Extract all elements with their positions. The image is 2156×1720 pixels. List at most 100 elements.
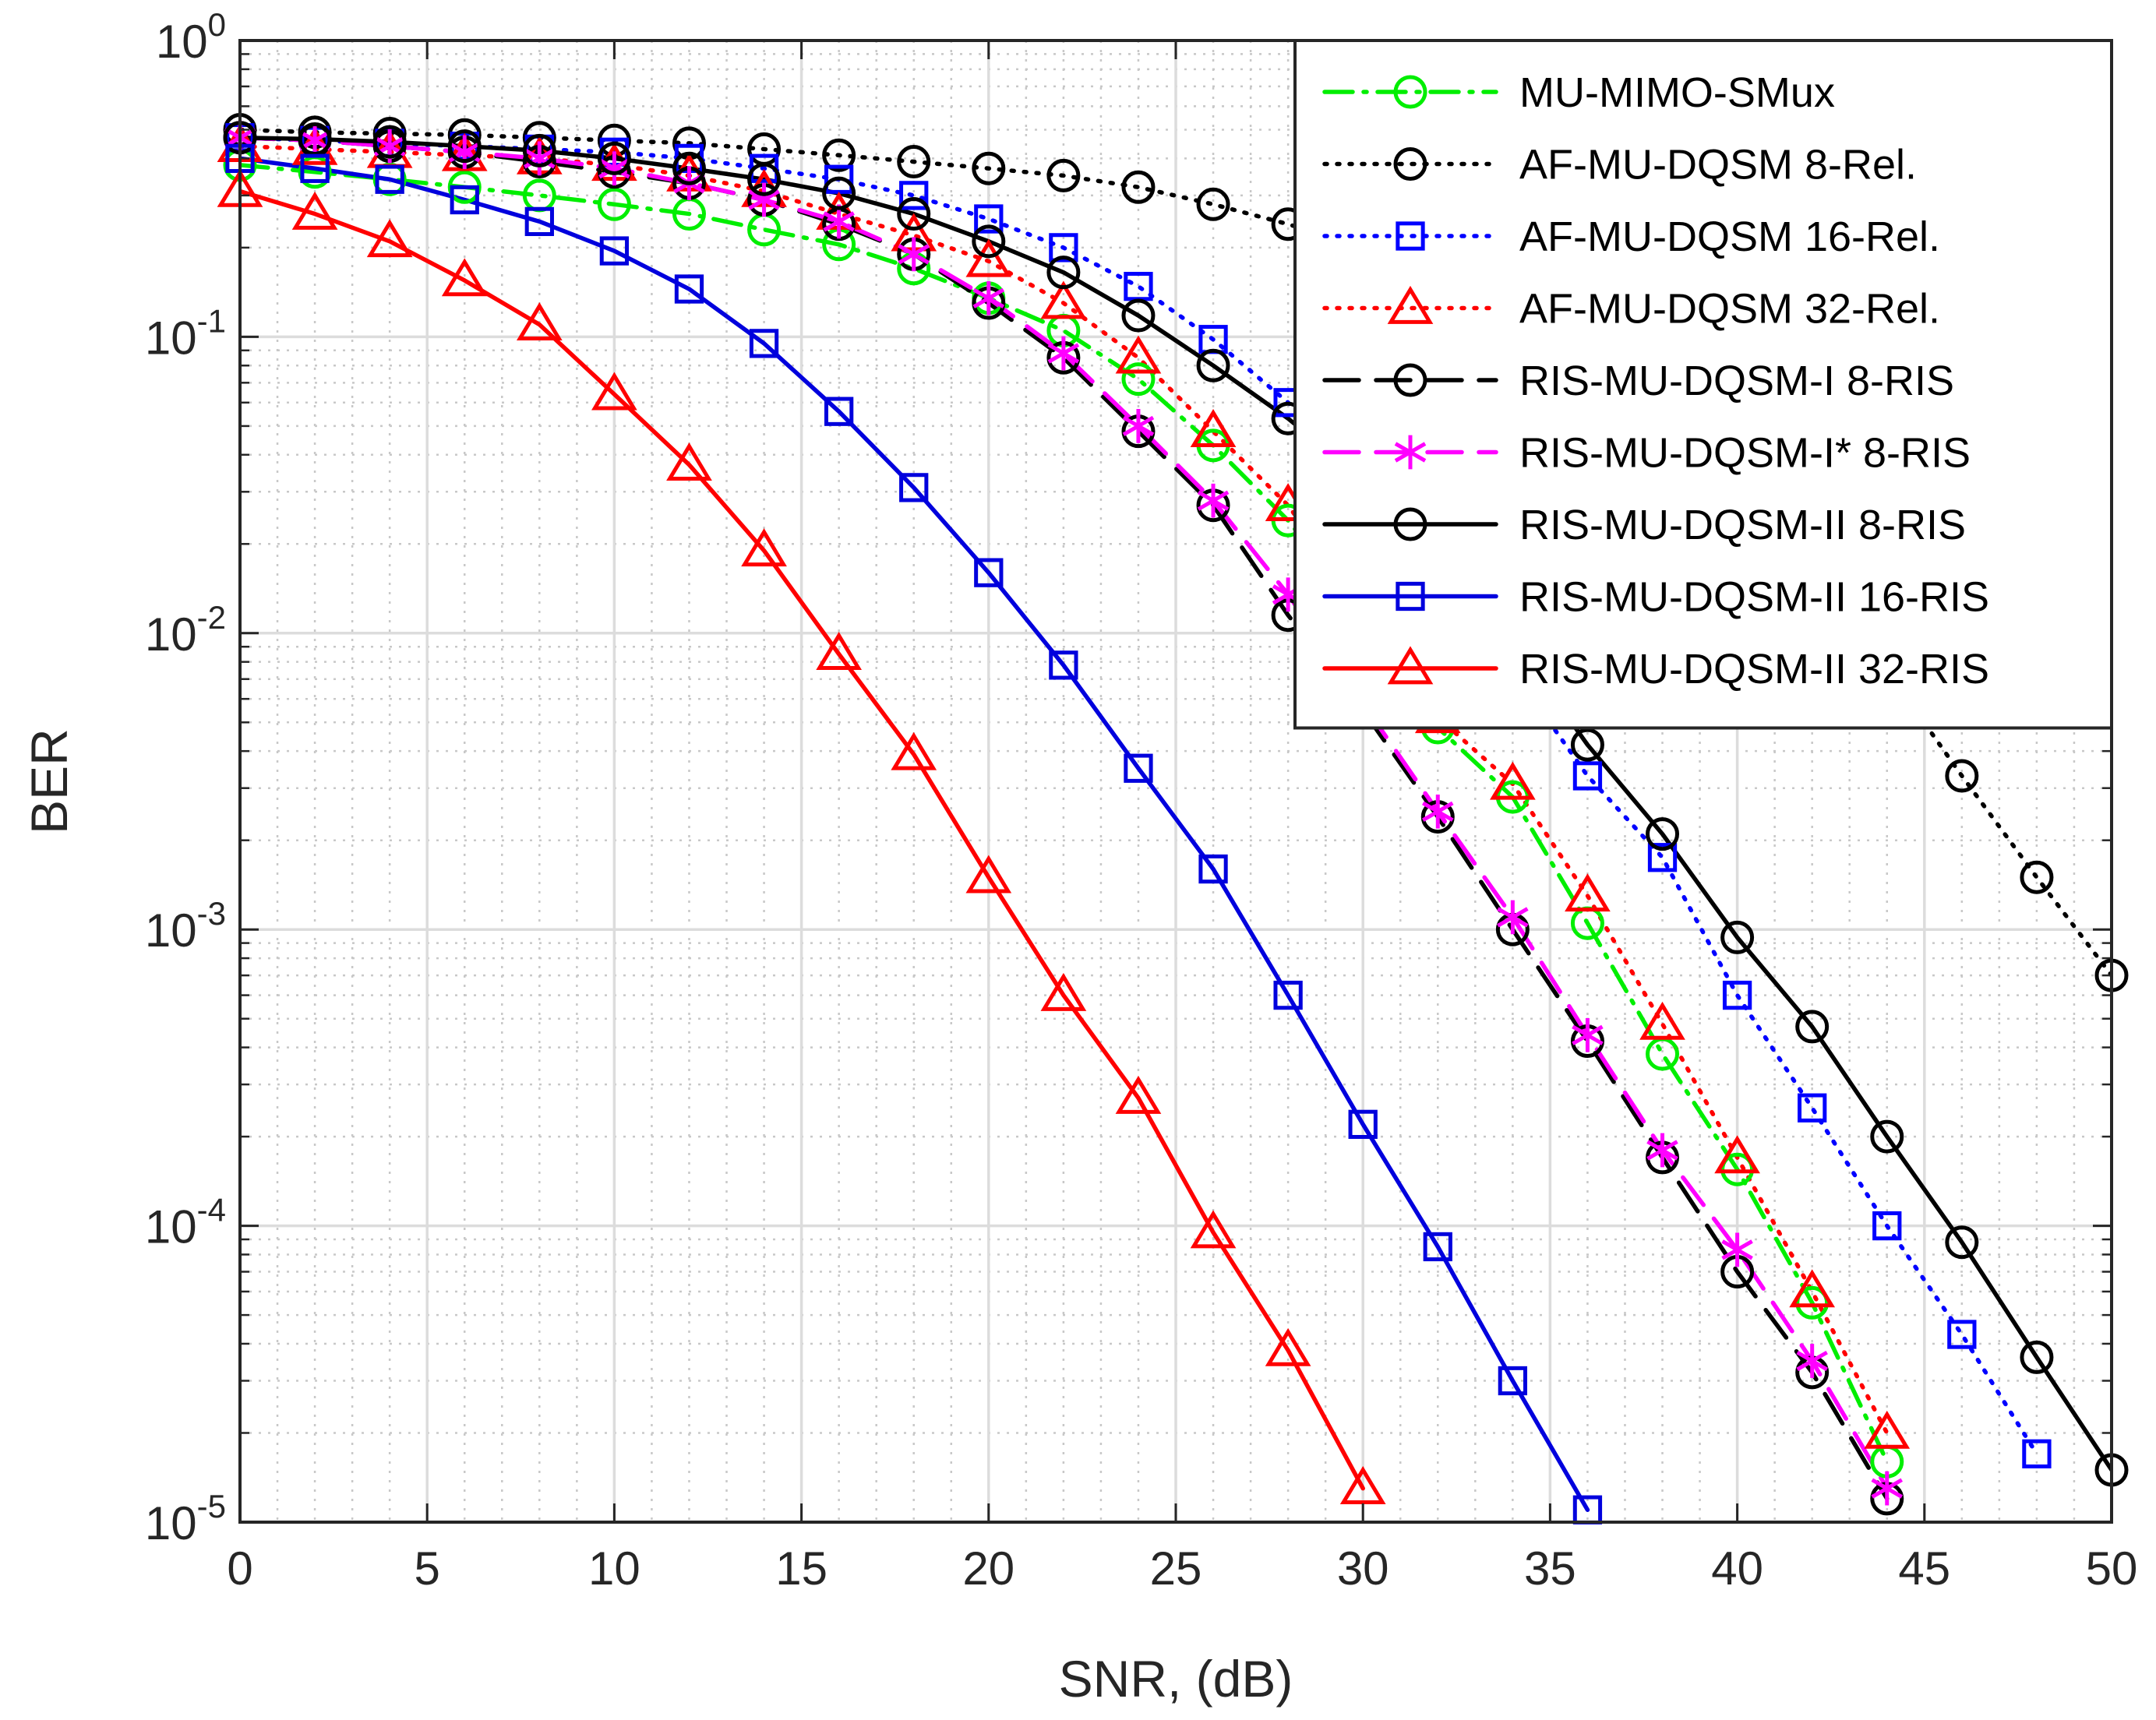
series-3-triangle-marker	[1115, 335, 1162, 374]
series-6-circle-marker	[1196, 348, 1230, 382]
series-5-asterisk-marker	[598, 151, 630, 186]
series-6-circle-marker	[747, 162, 782, 196]
series-7-square-marker	[974, 558, 1004, 587]
y-tick-label: 10-4	[145, 1192, 226, 1253]
series-6-circle-marker	[447, 129, 482, 164]
x-tick-label: 30	[1337, 1542, 1389, 1595]
y-tick-label: 10-5	[145, 1488, 226, 1549]
series-6-circle-marker	[1046, 256, 1081, 290]
series-5-asterisk-marker	[1197, 483, 1230, 518]
series-7-square-marker	[749, 329, 779, 358]
series-5-asterisk-marker	[1646, 1133, 1678, 1168]
series-5-asterisk-marker	[972, 280, 1005, 315]
legend-label-3: AF-MU-DQSM 32-Rel.	[1519, 286, 1940, 333]
series-7-square-marker	[1498, 1366, 1528, 1396]
y-tick-labels: 100 10-1 10-2 10-3 10-4 10-5	[145, 6, 226, 1549]
x-tick-label: 5	[415, 1542, 440, 1595]
series-6-circle-marker	[897, 197, 931, 231]
x-tick-label: 35	[1524, 1542, 1576, 1595]
series-2-square-marker	[2022, 1439, 2052, 1468]
series-6-circle-marker	[1870, 1119, 1904, 1154]
series-8-triangle-marker	[741, 528, 787, 567]
series-7-square-marker	[1348, 1109, 1378, 1139]
series-0-circle-marker	[597, 187, 631, 221]
series-2-square-marker	[974, 204, 1004, 234]
series-6-circle-marker	[1720, 920, 1755, 954]
series-3-triangle-marker	[965, 238, 1012, 277]
series-5-asterisk-marker	[898, 237, 930, 272]
series-3-triangle-marker	[1490, 761, 1536, 800]
series-8-triangle-marker	[666, 442, 712, 481]
series-1-circle-marker	[1196, 187, 1230, 221]
series-8-triangle-marker	[1265, 1327, 1311, 1366]
series-6-circle-marker	[822, 176, 856, 210]
x-tick-label: 50	[2086, 1542, 2138, 1595]
series-5-asterisk-marker	[1572, 1017, 1604, 1052]
series-6-circle-marker	[298, 122, 332, 157]
series-6-circle-marker	[522, 133, 556, 167]
series-2-square-marker	[1947, 1320, 1977, 1349]
x-tick-label: 15	[775, 1542, 827, 1595]
series-5-line	[240, 135, 1890, 1491]
series-1-circle-marker	[897, 145, 931, 179]
series-8-triangle-marker	[816, 632, 862, 670]
series-1-circle-marker	[1046, 158, 1081, 192]
series-0-circle-marker	[1121, 362, 1156, 397]
series-6-circle-marker	[372, 125, 407, 159]
series-7-square-marker	[1198, 854, 1228, 884]
legend-box	[1293, 39, 2113, 730]
legend-label-7: RIS-MU-DQSM-II 16-RIS	[1519, 574, 1989, 621]
series-5-asterisk-marker	[1796, 1344, 1828, 1378]
series-0-line	[240, 163, 1890, 1464]
series-8-line	[240, 189, 1365, 1491]
series-7-square-marker	[524, 206, 554, 237]
x-axis-label: SNR, (dB)	[1059, 1650, 1293, 1708]
series-6-circle-marker	[1795, 1010, 1830, 1044]
legend-label-5: RIS-MU-DQSM-I* 8-RIS	[1519, 430, 1971, 477]
x-tick-label: 20	[962, 1542, 1014, 1595]
series-6-circle-marker	[1121, 298, 1156, 333]
series-5-asterisk-marker	[1047, 336, 1080, 371]
series-2-square-marker	[899, 181, 929, 210]
series-3-triangle-marker	[1789, 1269, 1836, 1308]
series-0-circle-marker	[447, 170, 482, 204]
series-3-triangle-marker	[1040, 280, 1087, 319]
series-3-triangle-marker	[1190, 409, 1237, 447]
series-7-square-marker	[674, 274, 704, 304]
legend-7-square-marker	[1396, 581, 1425, 612]
series-1-circle-marker	[972, 151, 1006, 185]
legend-label-0: MU-MIMO-SMux	[1519, 69, 1835, 116]
x-tick-label: 25	[1150, 1542, 1202, 1595]
y-tick-label: 100	[156, 6, 226, 68]
legend-label-1: AF-MU-DQSM 8-Rel.	[1519, 142, 1917, 189]
x-tick-label: 40	[1711, 1542, 1763, 1595]
series-3-triangle-marker	[1714, 1135, 1760, 1174]
series-0-circle-marker	[1720, 1152, 1755, 1186]
series-8-triangle-marker	[591, 372, 637, 411]
series-3-triangle-marker	[1639, 1001, 1685, 1040]
series-8-triangle-marker	[366, 219, 413, 258]
series-5-asterisk-marker	[1721, 1232, 1753, 1267]
series-2-square-marker	[1872, 1211, 1902, 1241]
legend-0-circle-marker	[1393, 75, 1427, 109]
legend-6-circle-marker	[1393, 507, 1427, 541]
series-1-circle-marker	[1945, 759, 1979, 793]
series-8-markers	[217, 168, 1386, 1504]
series-5-asterisk-marker	[1422, 794, 1454, 829]
series-8-triangle-marker	[1339, 1466, 1386, 1504]
series-5-asterisk-marker	[298, 123, 331, 158]
series-2-square-marker	[1722, 980, 1752, 1010]
series-6-circle-marker	[672, 151, 706, 185]
legend-label-4: RIS-MU-DQSM-I 8-RIS	[1519, 358, 1954, 404]
series-6-circle-marker	[2020, 1340, 2054, 1374]
series-7-square-marker	[599, 236, 630, 266]
series-2-square-marker	[1647, 843, 1678, 872]
series-7-square-marker	[1423, 1232, 1452, 1262]
legend-label-6: RIS-MU-DQSM-II 8-RIS	[1519, 502, 1966, 548]
series-7-square-marker	[824, 397, 854, 426]
series-8-triangle-marker	[965, 855, 1012, 893]
x-tick-label: 10	[588, 1542, 640, 1595]
x-tick-label: 0	[227, 1542, 252, 1595]
series-6-circle-marker	[972, 224, 1006, 259]
